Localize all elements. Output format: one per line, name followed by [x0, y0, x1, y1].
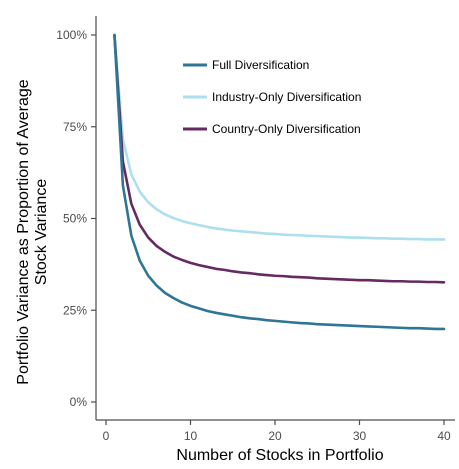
- x-tick-label: 30: [353, 429, 367, 443]
- y-tick-label: 25%: [63, 303, 87, 317]
- series-line-full: [113, 33, 446, 331]
- series-line-country: [113, 33, 446, 284]
- series-lines: [113, 33, 446, 331]
- y-tick-label: 75%: [63, 120, 87, 134]
- x-axis-ticks: 0 10 20 30 40: [103, 420, 451, 443]
- x-tick-label: 40: [437, 429, 451, 443]
- x-tick-label: 10: [184, 429, 198, 443]
- y-axis-ticks: 0% 25% 50% 75% 100%: [56, 28, 96, 409]
- y-tick-label: 100%: [56, 28, 87, 42]
- legend-label-full: Full Diversification: [212, 58, 309, 72]
- x-axis-title: Number of Stocks in Portfolio: [176, 447, 383, 464]
- x-tick-label: 20: [268, 429, 282, 443]
- y-axis-title: Portfolio Variance as Proportion of Aver…: [15, 79, 50, 384]
- legend-item-industry: Industry-Only Diversification: [183, 90, 361, 104]
- y-axis-title-line-1: Portfolio Variance as Proportion of Aver…: [15, 79, 32, 384]
- x-tick-label: 0: [103, 429, 110, 443]
- y-tick-label: 0%: [70, 395, 88, 409]
- legend-item-country: Country-Only Diversification: [183, 122, 361, 136]
- legend-label-country: Country-Only Diversification: [212, 122, 361, 136]
- y-axis-title-line-2: Stock Variance: [33, 179, 50, 286]
- legend-item-full: Full Diversification: [183, 58, 309, 72]
- legend-label-industry: Industry-Only Diversification: [212, 90, 361, 104]
- series-line-industry: [113, 33, 446, 241]
- legend: Full Diversification Industry-Only Diver…: [183, 58, 361, 136]
- y-tick-label: 50%: [63, 212, 87, 226]
